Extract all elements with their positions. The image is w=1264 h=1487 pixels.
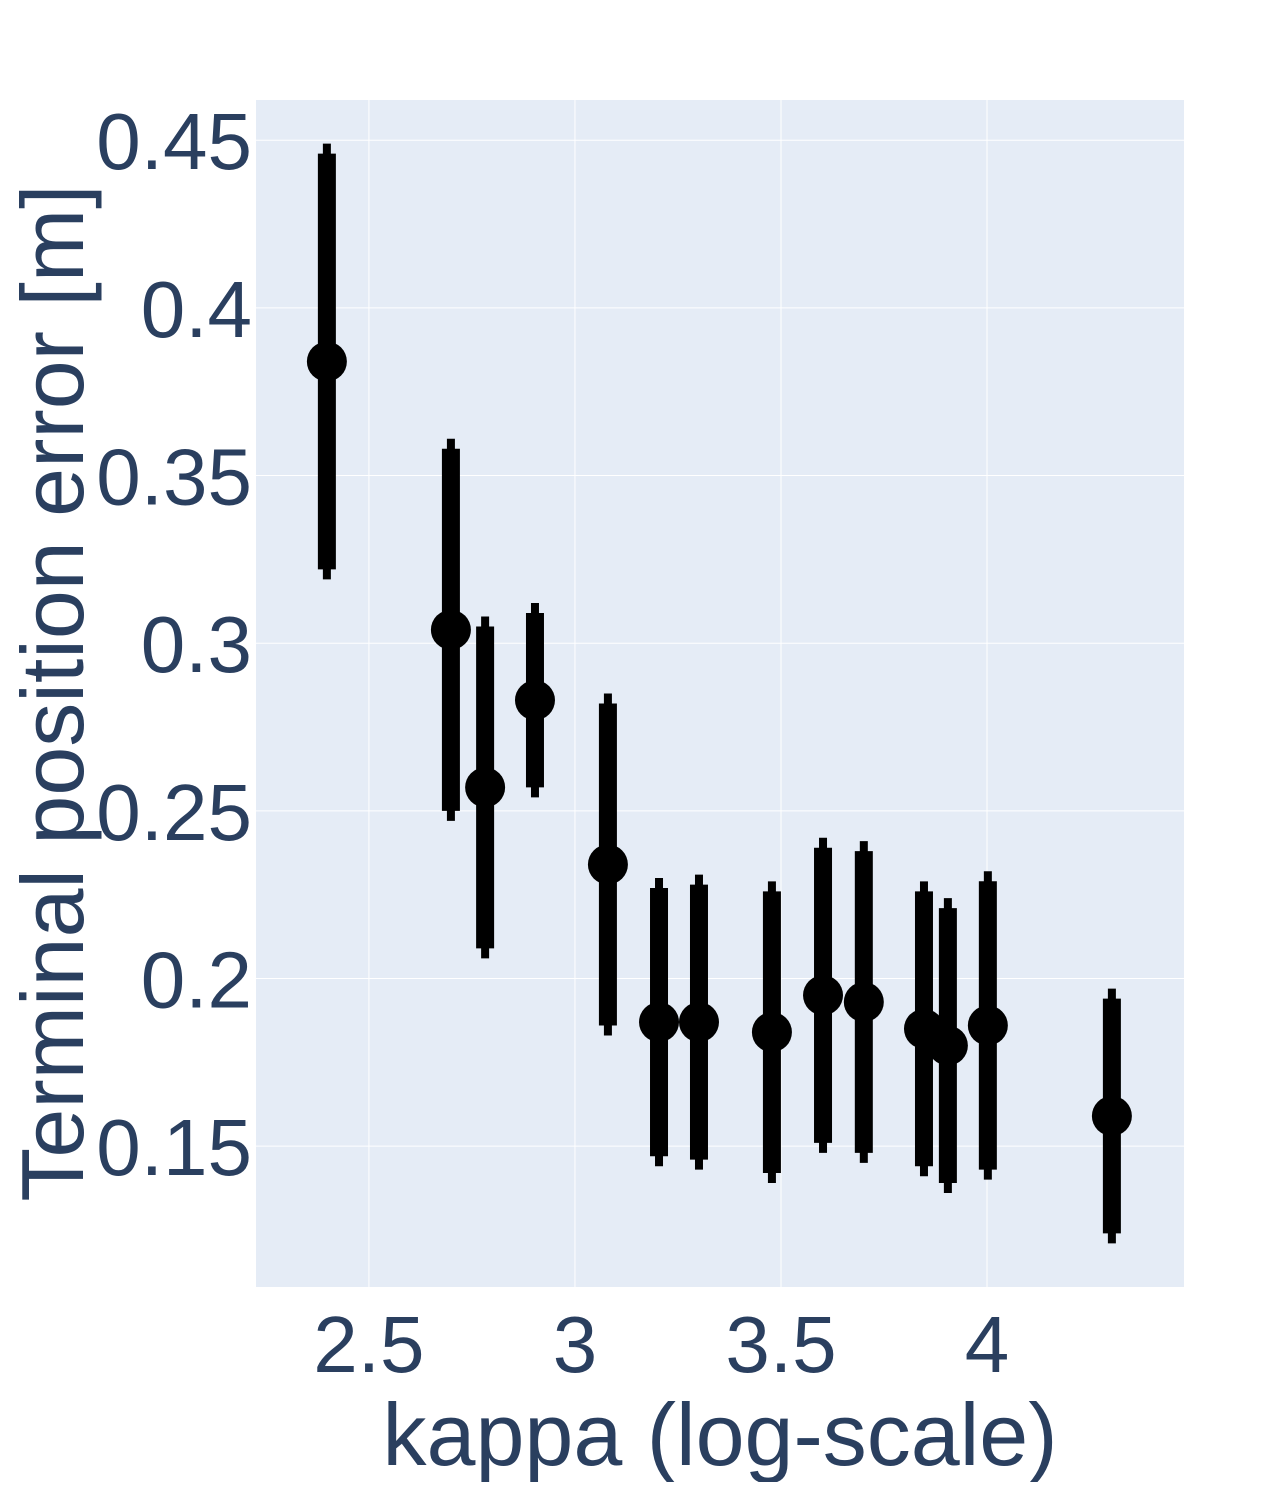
- marks: [306, 143, 1132, 1244]
- x-tick-label: 3.5: [725, 1300, 836, 1389]
- point: [678, 1002, 719, 1043]
- point: [751, 1012, 792, 1053]
- point: [306, 341, 347, 382]
- y-tick-label: 0.3: [141, 600, 252, 689]
- y-tick-label: 0.25: [96, 768, 252, 857]
- point: [843, 981, 884, 1022]
- point: [639, 1002, 680, 1043]
- point: [514, 680, 555, 721]
- grid: [256, 100, 1184, 1287]
- y-tick-label: 0.35: [96, 433, 252, 522]
- plot-area: [256, 100, 1184, 1287]
- y-tick-label: 0.4: [141, 265, 252, 354]
- point: [1091, 1095, 1132, 1136]
- x-axis-title: kappa (log-scale): [383, 1385, 1058, 1482]
- x-tick-label: 4: [965, 1300, 1010, 1389]
- x-tick-label: 2.5: [313, 1300, 424, 1389]
- point: [803, 975, 844, 1016]
- y-axis-title: Terminal position error [m]: [3, 184, 102, 1201]
- point: [465, 767, 506, 808]
- point: [927, 1025, 968, 1066]
- point: [587, 844, 628, 885]
- point: [430, 609, 471, 650]
- y-tick-label: 0.2: [141, 936, 252, 1025]
- labels: 2.5 3 3.5 4 0.15 0.2 0.25 0.3 0.35 0.4 0.45: [96, 97, 1009, 1389]
- y-tick-label: 0.15: [96, 1103, 252, 1192]
- x-tick-label: 3: [553, 1300, 598, 1389]
- point: [967, 1005, 1008, 1046]
- y-tick-label: 0.45: [96, 97, 252, 186]
